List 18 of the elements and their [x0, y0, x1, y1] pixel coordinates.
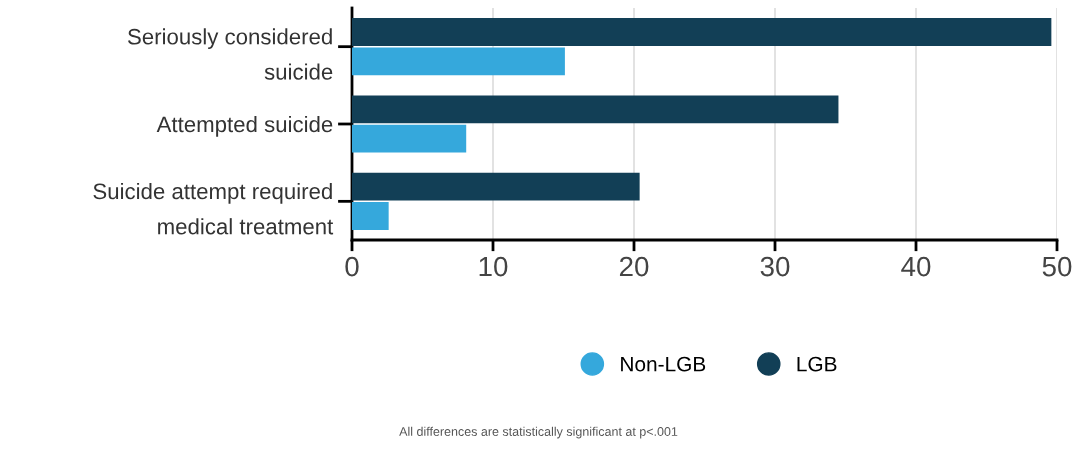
bar	[352, 18, 1052, 46]
x-tick-label: 30	[760, 256, 790, 277]
x-tick-label: 20	[619, 256, 649, 277]
y-tick-label: Suicide attempt required medical treatment	[93, 182, 334, 235]
y-tick-label: Attempted suicide	[156, 115, 333, 137]
bar	[352, 95, 839, 124]
bar	[352, 47, 565, 76]
x-tick-label: 10	[479, 256, 508, 277]
text: All differences are statistically significant at p<.001	[399, 426, 678, 439]
x-tick-label: 0	[345, 256, 359, 277]
legend-label: LGB	[797, 356, 837, 372]
bar	[352, 172, 640, 201]
x-tick-label: 50	[1042, 256, 1072, 277]
x-tick-label: 40	[901, 256, 931, 277]
legend-label: Non-LGB	[621, 356, 706, 372]
bar	[352, 202, 389, 230]
bar	[352, 124, 467, 153]
y-tick-label: Seriously considered suicide	[127, 28, 333, 80]
